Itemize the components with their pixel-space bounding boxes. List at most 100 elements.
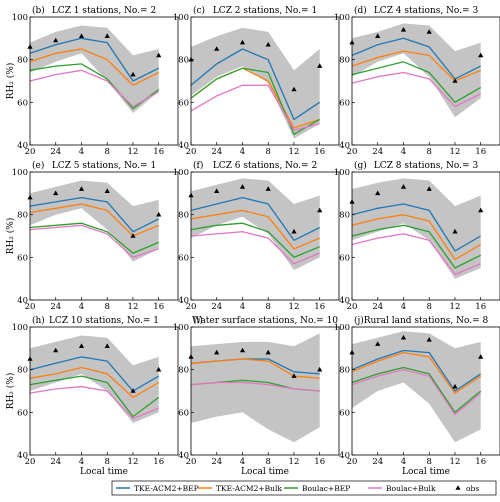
panel-6-ytick-label-4: 100	[334, 168, 350, 178]
panel-3-series-3-line	[351, 61, 482, 103]
panel-7-xlabel: Local time	[80, 467, 128, 477]
panel-5-ytick-label-2: 60	[178, 253, 189, 263]
panel-1-xtick-label-2: 24	[50, 147, 61, 157]
panel-5-frame	[190, 171, 340, 301]
panel-4-spread-band	[30, 180, 159, 262]
panel-8-series-4-line	[190, 381, 320, 392]
panel-4-xtick-label-6: 16	[153, 302, 164, 312]
panel-4-xtick-label-4: 8	[105, 302, 110, 312]
panel-5-xtick-label-6: 16	[314, 302, 325, 312]
panel-8-ytick-label-1: 40	[178, 451, 189, 461]
panel-3-obs-marker-3	[400, 27, 407, 32]
panel-9-series-2-line	[351, 351, 482, 394]
panel-2-spread-band	[191, 27, 320, 139]
panel-4-series-4-line	[29, 224, 159, 258]
panel-5-obs-marker-3	[239, 184, 246, 189]
panel-4-title: LCZ 5 stations, No.= 1	[52, 161, 156, 171]
panel-1-series-4-line	[29, 69, 160, 108]
panel-7-obs-marker-5	[130, 388, 136, 393]
panel-2-xtick-label-4: 8	[266, 147, 271, 157]
panel-6-xtick-label-2: 24	[372, 302, 383, 312]
panel-3-obs-marker-6	[478, 52, 484, 58]
panel-3-obs-marker-2	[375, 33, 381, 38]
panel-4-frame	[29, 171, 179, 301]
panel-7-obs-marker-4	[104, 343, 110, 348]
panel-1-xtick-label-3: 4	[79, 147, 84, 157]
panel-5-series-2-line	[190, 209, 320, 250]
panel-9-letter: (j)	[354, 315, 364, 326]
panel-9-obs-marker-6	[478, 354, 484, 359]
panel-9-xtick-label-3: 4	[401, 457, 406, 467]
panel-1-series-2-line	[29, 48, 159, 86]
panel-7-ytick-label-2: 60	[17, 408, 28, 418]
panel-3-frame	[351, 16, 500, 146]
panel-8-obs-marker-6	[317, 366, 323, 372]
panel-4-series-2-line	[29, 203, 159, 237]
panel-3-ytick-label-4: 100	[334, 13, 350, 23]
legend-label-4: Boulac+Bulk	[386, 484, 436, 493]
panel-2-xtick-label-6: 16	[314, 147, 325, 157]
legend-label-1: TKE-ACM2+BEP	[134, 484, 199, 493]
panel-1-ytick-label-1: 40	[17, 141, 28, 151]
panel-5-obs-marker-5	[291, 228, 297, 234]
panel-2-obs-marker-2	[214, 46, 220, 51]
panel-5-xtick-label-1: 20	[186, 302, 197, 312]
panel-4-series-3-line	[29, 222, 159, 254]
legend-box	[111, 480, 497, 496]
panel-9-xtick-label-2: 24	[372, 457, 383, 467]
panel-2-ytick-label-2: 60	[178, 98, 189, 108]
panel-6-series-1-line	[351, 203, 482, 252]
panel-2-ytick-label-4: 100	[173, 13, 189, 23]
panel-7-title: LCZ 10 stations, No.= 1	[49, 316, 159, 326]
panel-5-obs-marker-4	[265, 186, 271, 191]
panel-3-ytick-label-2: 60	[339, 98, 350, 108]
panel-6-xtick-label-4: 8	[427, 302, 432, 312]
panel-8-ytick-label-2: 60	[178, 408, 189, 418]
panel-5-title: LCZ 6 stations, No.= 2	[213, 161, 317, 171]
panel-3-series-1-line	[351, 37, 481, 80]
panel-6-obs-marker-3	[400, 184, 407, 189]
panel-1-title: LCZ 1 stations, No.= 2	[52, 6, 156, 16]
panel-4-ytick-label-2: 60	[17, 253, 28, 263]
panel-4-obs-marker-6	[156, 211, 162, 217]
panel-6-xtick-label-1: 20	[347, 302, 358, 312]
panel-6-obs-marker-2	[375, 190, 381, 196]
panel-5-xtick-label-3: 4	[240, 302, 245, 312]
panel-5-xtick-label-5: 12	[289, 302, 300, 312]
panel-1-spread-band	[30, 25, 159, 113]
panel-7-xtick-label-5: 12	[128, 457, 139, 467]
panel-7-ytick-label-4: 100	[12, 323, 28, 333]
panel-4-ytick-label-1: 40	[17, 296, 28, 306]
panel-1-xtick-label-6: 16	[153, 147, 164, 157]
panel-9-xlabel: Local time	[402, 467, 450, 477]
panel-7-xtick-label-1: 20	[25, 457, 36, 467]
panel-1-xtick-label-4: 8	[105, 147, 110, 157]
panel-9-series-3-line	[351, 366, 482, 413]
panel-1-ylabel: RH₂ (%)	[5, 63, 16, 100]
panel-8-frame	[190, 326, 340, 456]
panel-4-xtick-label-5: 12	[128, 302, 139, 312]
legend-label-3: Boulac+BEP	[302, 484, 350, 493]
panel-6-xtick-label-6: 16	[475, 302, 486, 312]
panel-6-obs-marker-6	[478, 207, 484, 213]
panel-8-xtick-label-4: 8	[266, 457, 271, 467]
panel-3-obs-marker-4	[426, 29, 432, 34]
panel-7-xtick-label-2: 24	[50, 457, 61, 467]
panel-3-spread-band	[352, 23, 481, 118]
panel-3-letter: (d)	[354, 5, 367, 16]
panel-2-xtick-label-2: 24	[211, 147, 222, 157]
panel-4-obs-marker-2	[53, 190, 59, 196]
panel-6-ytick-label-3: 80	[339, 211, 350, 221]
panel-8-spread-band	[191, 333, 320, 443]
panel-9-obs-marker-3	[400, 334, 407, 340]
panel-1-ytick-label-2: 60	[17, 98, 28, 108]
panel-1-xtick-label-1: 20	[25, 147, 36, 157]
panel-2-series-4-line	[190, 84, 320, 131]
panel-5-letter: (f)	[193, 160, 203, 171]
panel-5-spread-band	[191, 178, 320, 271]
panel-5-xtick-label-4: 8	[266, 302, 271, 312]
panel-1-obs-marker-3	[78, 33, 85, 38]
panel-4-xtick-label-2: 24	[50, 302, 61, 312]
panel-8-xtick-label-1: 20	[186, 457, 197, 467]
panel-4-series-1-line	[29, 196, 159, 233]
